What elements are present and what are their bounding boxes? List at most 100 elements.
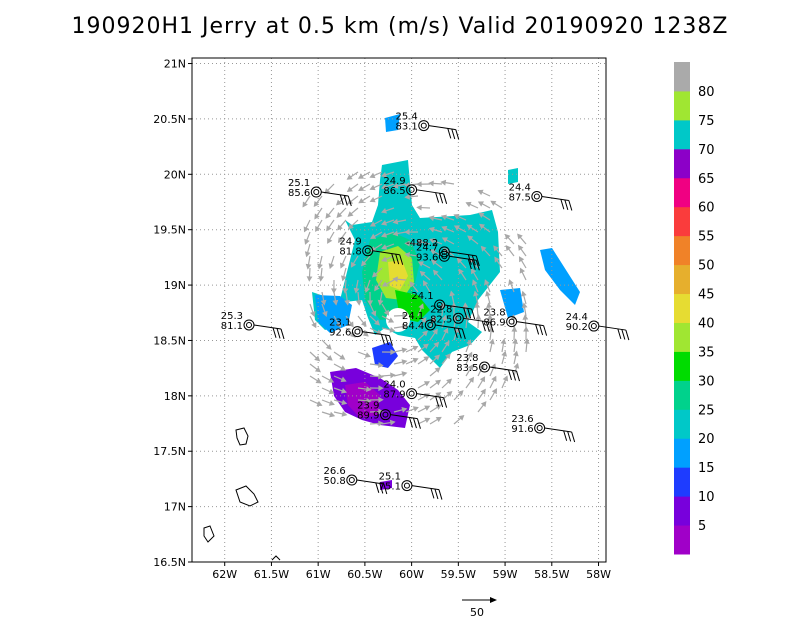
wind-vector-head <box>475 314 482 320</box>
colorbar-label: 40 <box>698 316 715 331</box>
wind-vector-head <box>417 261 424 267</box>
wind-vector-head <box>353 287 360 294</box>
wind-vector-head <box>311 322 317 329</box>
colorbar-label: 20 <box>698 432 715 447</box>
wind-vector-head <box>390 372 396 379</box>
wind-barb-feather <box>563 430 568 441</box>
y-tick-label: 16.5N <box>153 556 186 569</box>
colorbar-label: 80 <box>698 85 715 100</box>
wind-vector-head <box>314 213 320 220</box>
colorbar-segment <box>674 496 690 526</box>
wind-vector-head <box>392 218 399 225</box>
dropsonde-station: 23.192.6 <box>329 318 393 346</box>
station-value-upper: 24.0 <box>383 380 405 391</box>
wind-vector-head <box>335 199 342 206</box>
station-value-lower: 81.8 <box>339 247 361 258</box>
station-value-upper: 24.4 <box>509 182 531 193</box>
dropsonde-station: 24.981.8 <box>339 237 404 265</box>
wind-vector-head <box>412 406 419 412</box>
wind-vector-head <box>435 392 442 398</box>
wind-vector-head <box>362 330 369 337</box>
wind-vector-head <box>348 321 354 328</box>
wind-vector-head <box>380 208 388 214</box>
wind-vector-head <box>367 300 374 306</box>
wind-barb-staff <box>449 255 477 261</box>
wind-vector-head <box>435 379 442 386</box>
wind-barb-feather <box>276 328 281 339</box>
wind-barb-feather <box>543 325 548 336</box>
colorbar-segment <box>674 177 690 208</box>
wind-vector-head <box>428 215 435 222</box>
wind-barb-staff <box>390 414 418 420</box>
wind-barb-feather <box>571 431 576 443</box>
dropsonde-station: 24.490.2 <box>566 312 630 341</box>
wind-vector-head <box>504 233 511 240</box>
wind-vector-head <box>458 268 464 275</box>
colorbar-segment <box>674 90 690 121</box>
wind-vector-head <box>466 339 472 346</box>
wind-barb-feather <box>395 253 400 265</box>
axes: 62W 61.5W 61W 60.5W 60W 59.5W 59W 58.5W 58W 16.5N… <box>153 58 611 581</box>
wind-vector-head <box>381 220 388 226</box>
station-value-upper: 24.4 <box>566 312 588 323</box>
wind-barb-feather <box>439 396 444 408</box>
dropsonde-station: 23.883.5 <box>456 353 520 382</box>
colorbar-segment <box>674 119 690 150</box>
wind-barb-staff <box>362 331 390 337</box>
wind-vector-head <box>521 290 527 297</box>
wind-vector-head <box>478 212 485 218</box>
wind-vector-head <box>485 290 491 297</box>
station-value-upper: 25.1 <box>379 472 401 483</box>
wind-barb-staff <box>516 321 544 327</box>
station-marker-inner <box>533 193 540 200</box>
wind-vector-head <box>462 302 469 308</box>
wind-vector-head <box>316 400 323 407</box>
colorbar-segment <box>674 293 690 323</box>
wind-vector-head <box>434 367 441 373</box>
station-value-lower: 92.6 <box>329 328 351 339</box>
wind-barb-feather <box>347 195 352 207</box>
wind-vector-head <box>428 180 434 187</box>
colorbar-label: 55 <box>698 230 715 245</box>
island-outline <box>235 485 259 507</box>
wind-vector-head <box>402 312 408 319</box>
wind-vector-head <box>377 299 384 306</box>
wind-vector-head <box>340 365 347 371</box>
plot-frame <box>191 57 607 563</box>
wind-vector-head <box>518 256 525 263</box>
station-marker <box>243 319 255 331</box>
wind-vector-head <box>341 411 348 417</box>
wind-vector-head <box>328 400 335 406</box>
wind-barb-feather <box>621 329 626 340</box>
wind-vectors <box>302 171 530 427</box>
wind-barb-feather <box>435 192 440 203</box>
wind-vector-head <box>420 317 427 324</box>
colorbar-label: 50 <box>698 259 715 274</box>
island-outline <box>235 427 249 446</box>
wind-vector-head <box>441 314 448 321</box>
y-tick-label: 18N <box>164 390 186 403</box>
wind-vector-head <box>486 302 492 308</box>
wind-vector-head <box>383 309 390 316</box>
dropsonde-station: 24.487.5 <box>509 182 573 211</box>
y-tick-label: 21N <box>164 58 186 71</box>
station-value-upper: 23.1 <box>329 318 351 329</box>
x-tick-label: 59.5W <box>441 568 476 581</box>
dropsonde-station: 25.185.6 <box>288 178 352 207</box>
station-marker-inner <box>441 253 448 260</box>
wind-vector-head <box>392 183 399 189</box>
wind-vector-head <box>380 183 387 190</box>
wind-barb-feather <box>467 258 472 270</box>
wind-vector-head <box>519 267 526 274</box>
y-tick-label: 20N <box>164 168 186 181</box>
x-tick-label: 62W <box>212 568 237 581</box>
wind-vector-head <box>416 239 423 245</box>
wind-vector-head <box>358 185 365 191</box>
wind-vector-head <box>315 378 322 384</box>
wind-barb-feather <box>443 193 448 204</box>
wind-barb-feather <box>475 260 480 271</box>
wind-barb-feather <box>380 334 385 345</box>
station-marker-inner <box>408 390 415 397</box>
x-tick-label: 61W <box>306 568 331 581</box>
